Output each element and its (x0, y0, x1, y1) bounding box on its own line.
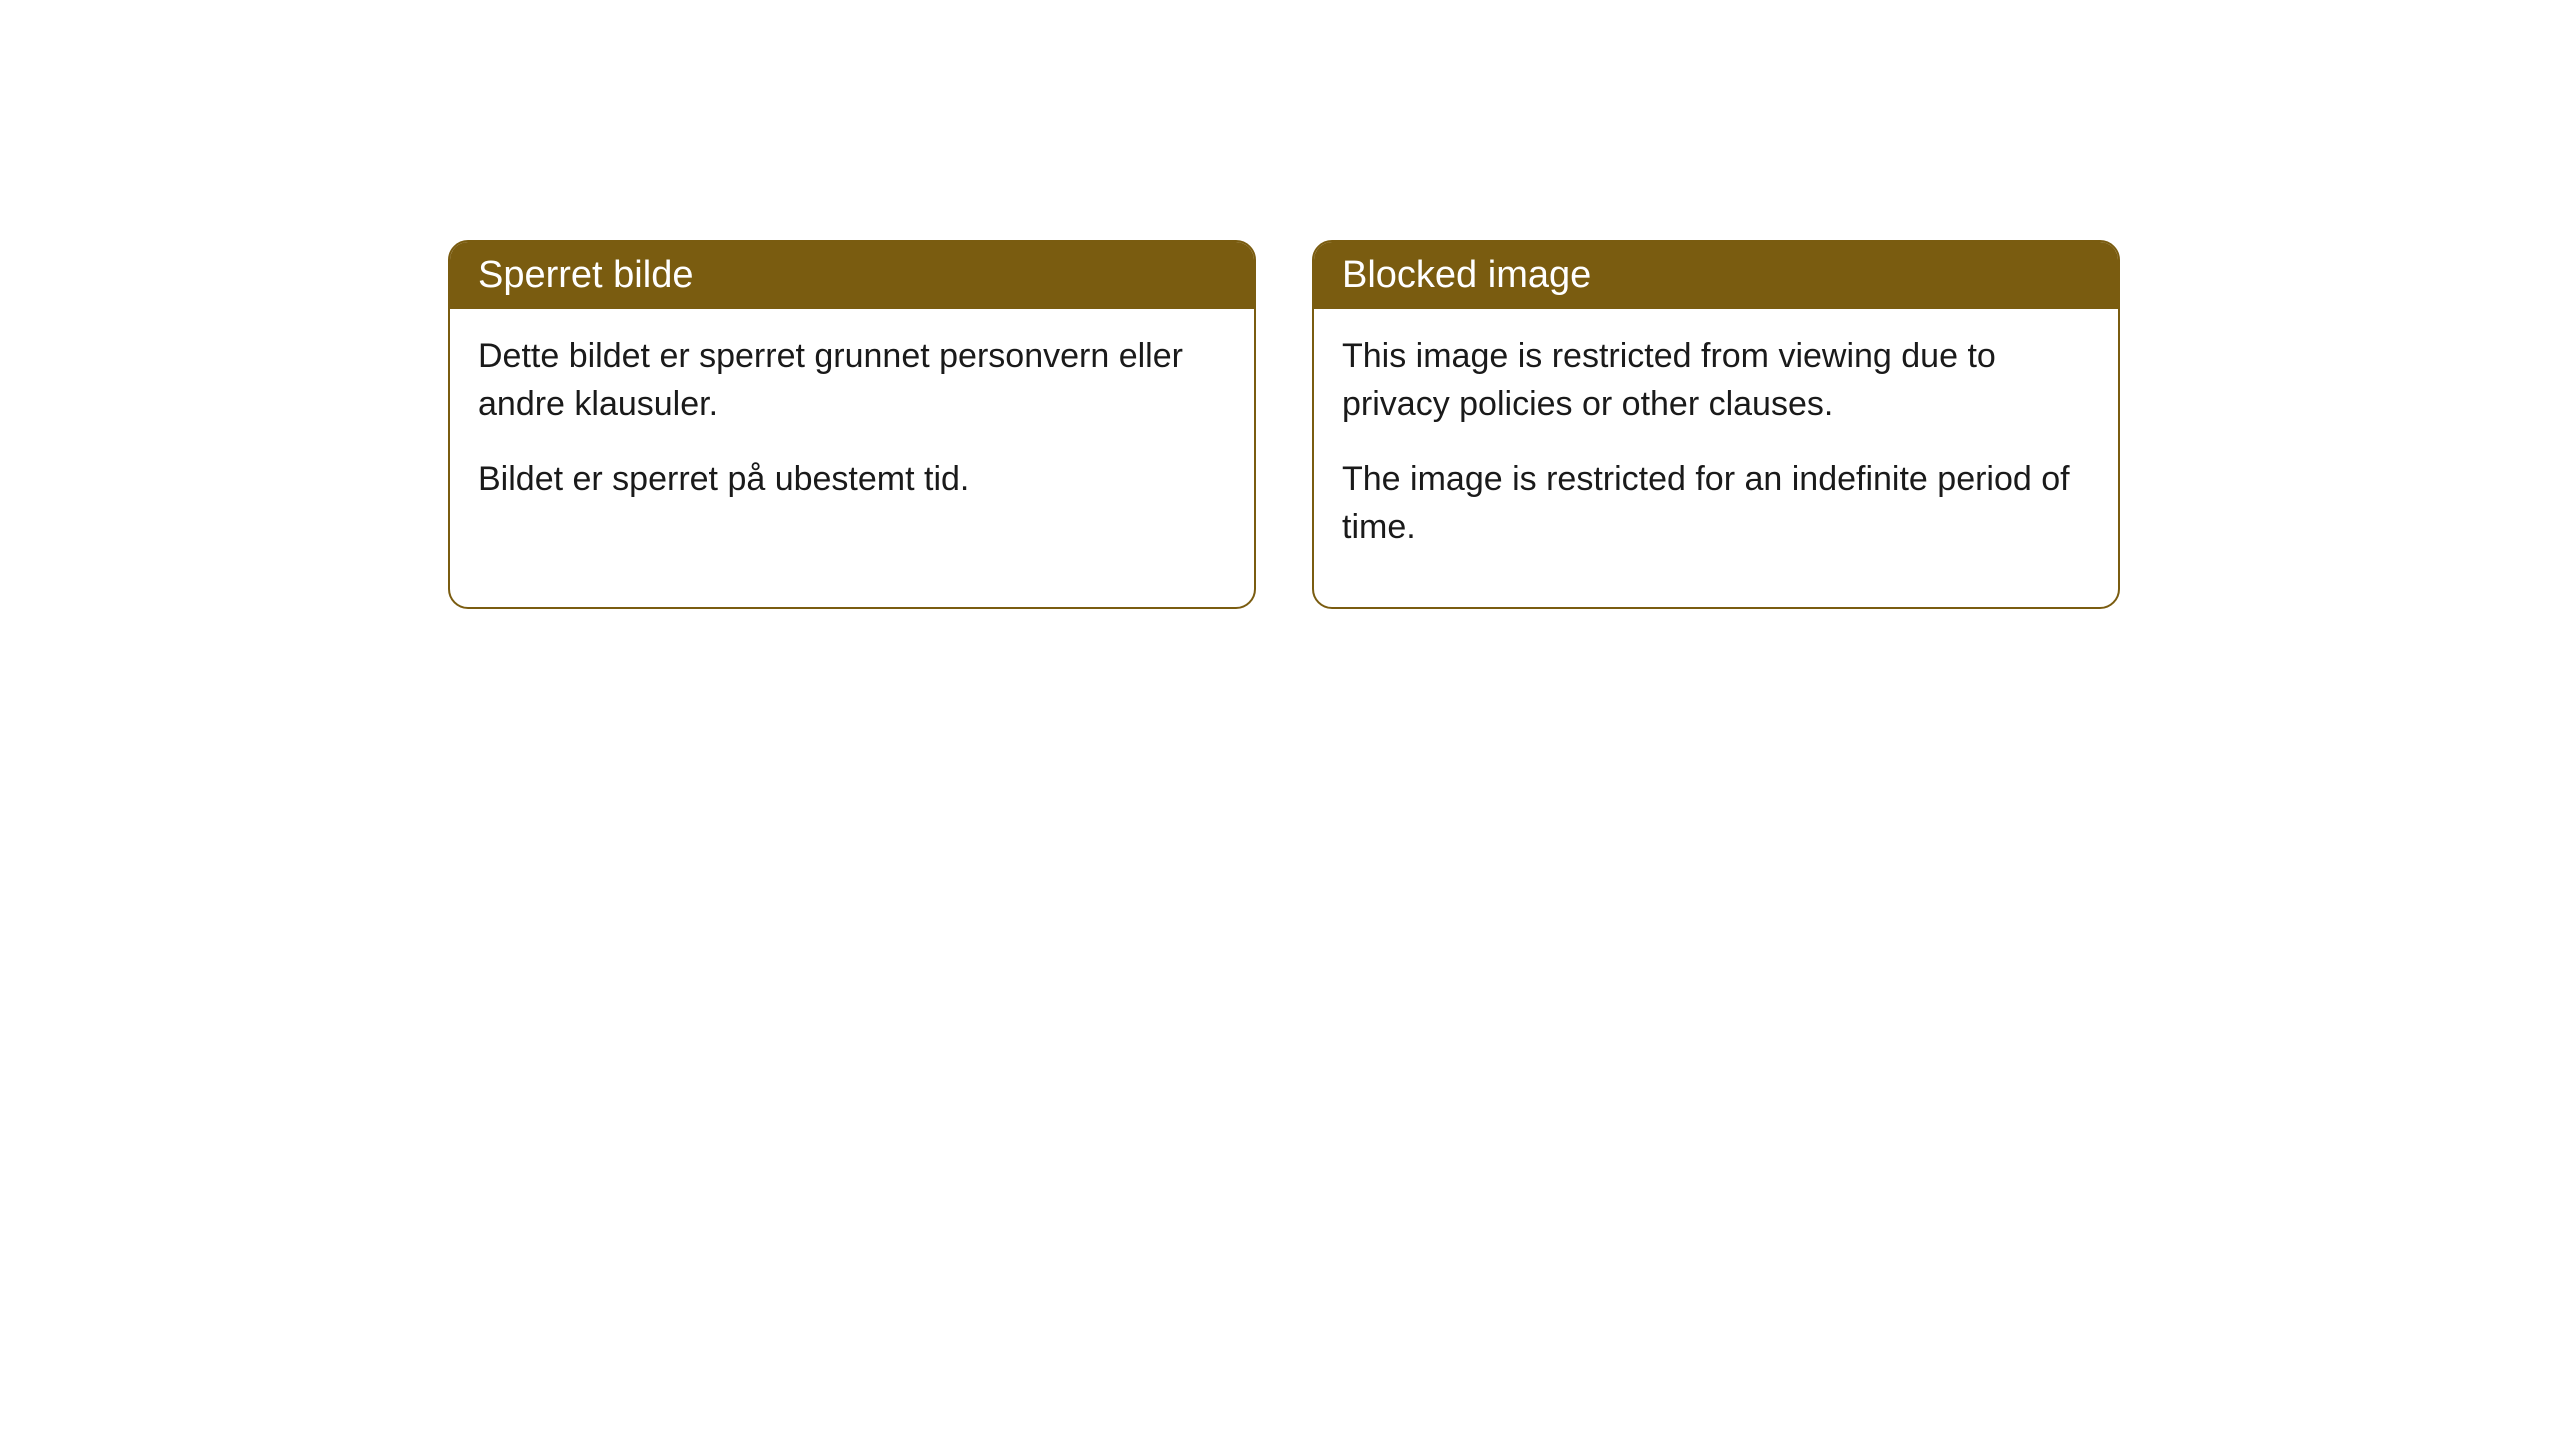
card-paragraph: The image is restricted for an indefinit… (1342, 456, 2090, 551)
card-paragraph: Bildet er sperret på ubestemt tid. (478, 456, 1226, 504)
card-paragraph: This image is restricted from viewing du… (1342, 333, 2090, 428)
card-header: Sperret bilde (450, 242, 1254, 309)
card-title: Blocked image (1342, 254, 1591, 296)
card-header: Blocked image (1314, 242, 2118, 309)
notice-card-english: Blocked image This image is restricted f… (1312, 240, 2120, 609)
card-body: Dette bildet er sperret grunnet personve… (450, 309, 1254, 560)
notice-container: Sperret bilde Dette bildet er sperret gr… (0, 0, 2560, 609)
card-title: Sperret bilde (478, 254, 693, 296)
card-paragraph: Dette bildet er sperret grunnet personve… (478, 333, 1226, 428)
card-body: This image is restricted from viewing du… (1314, 309, 2118, 607)
notice-card-norwegian: Sperret bilde Dette bildet er sperret gr… (448, 240, 1256, 609)
